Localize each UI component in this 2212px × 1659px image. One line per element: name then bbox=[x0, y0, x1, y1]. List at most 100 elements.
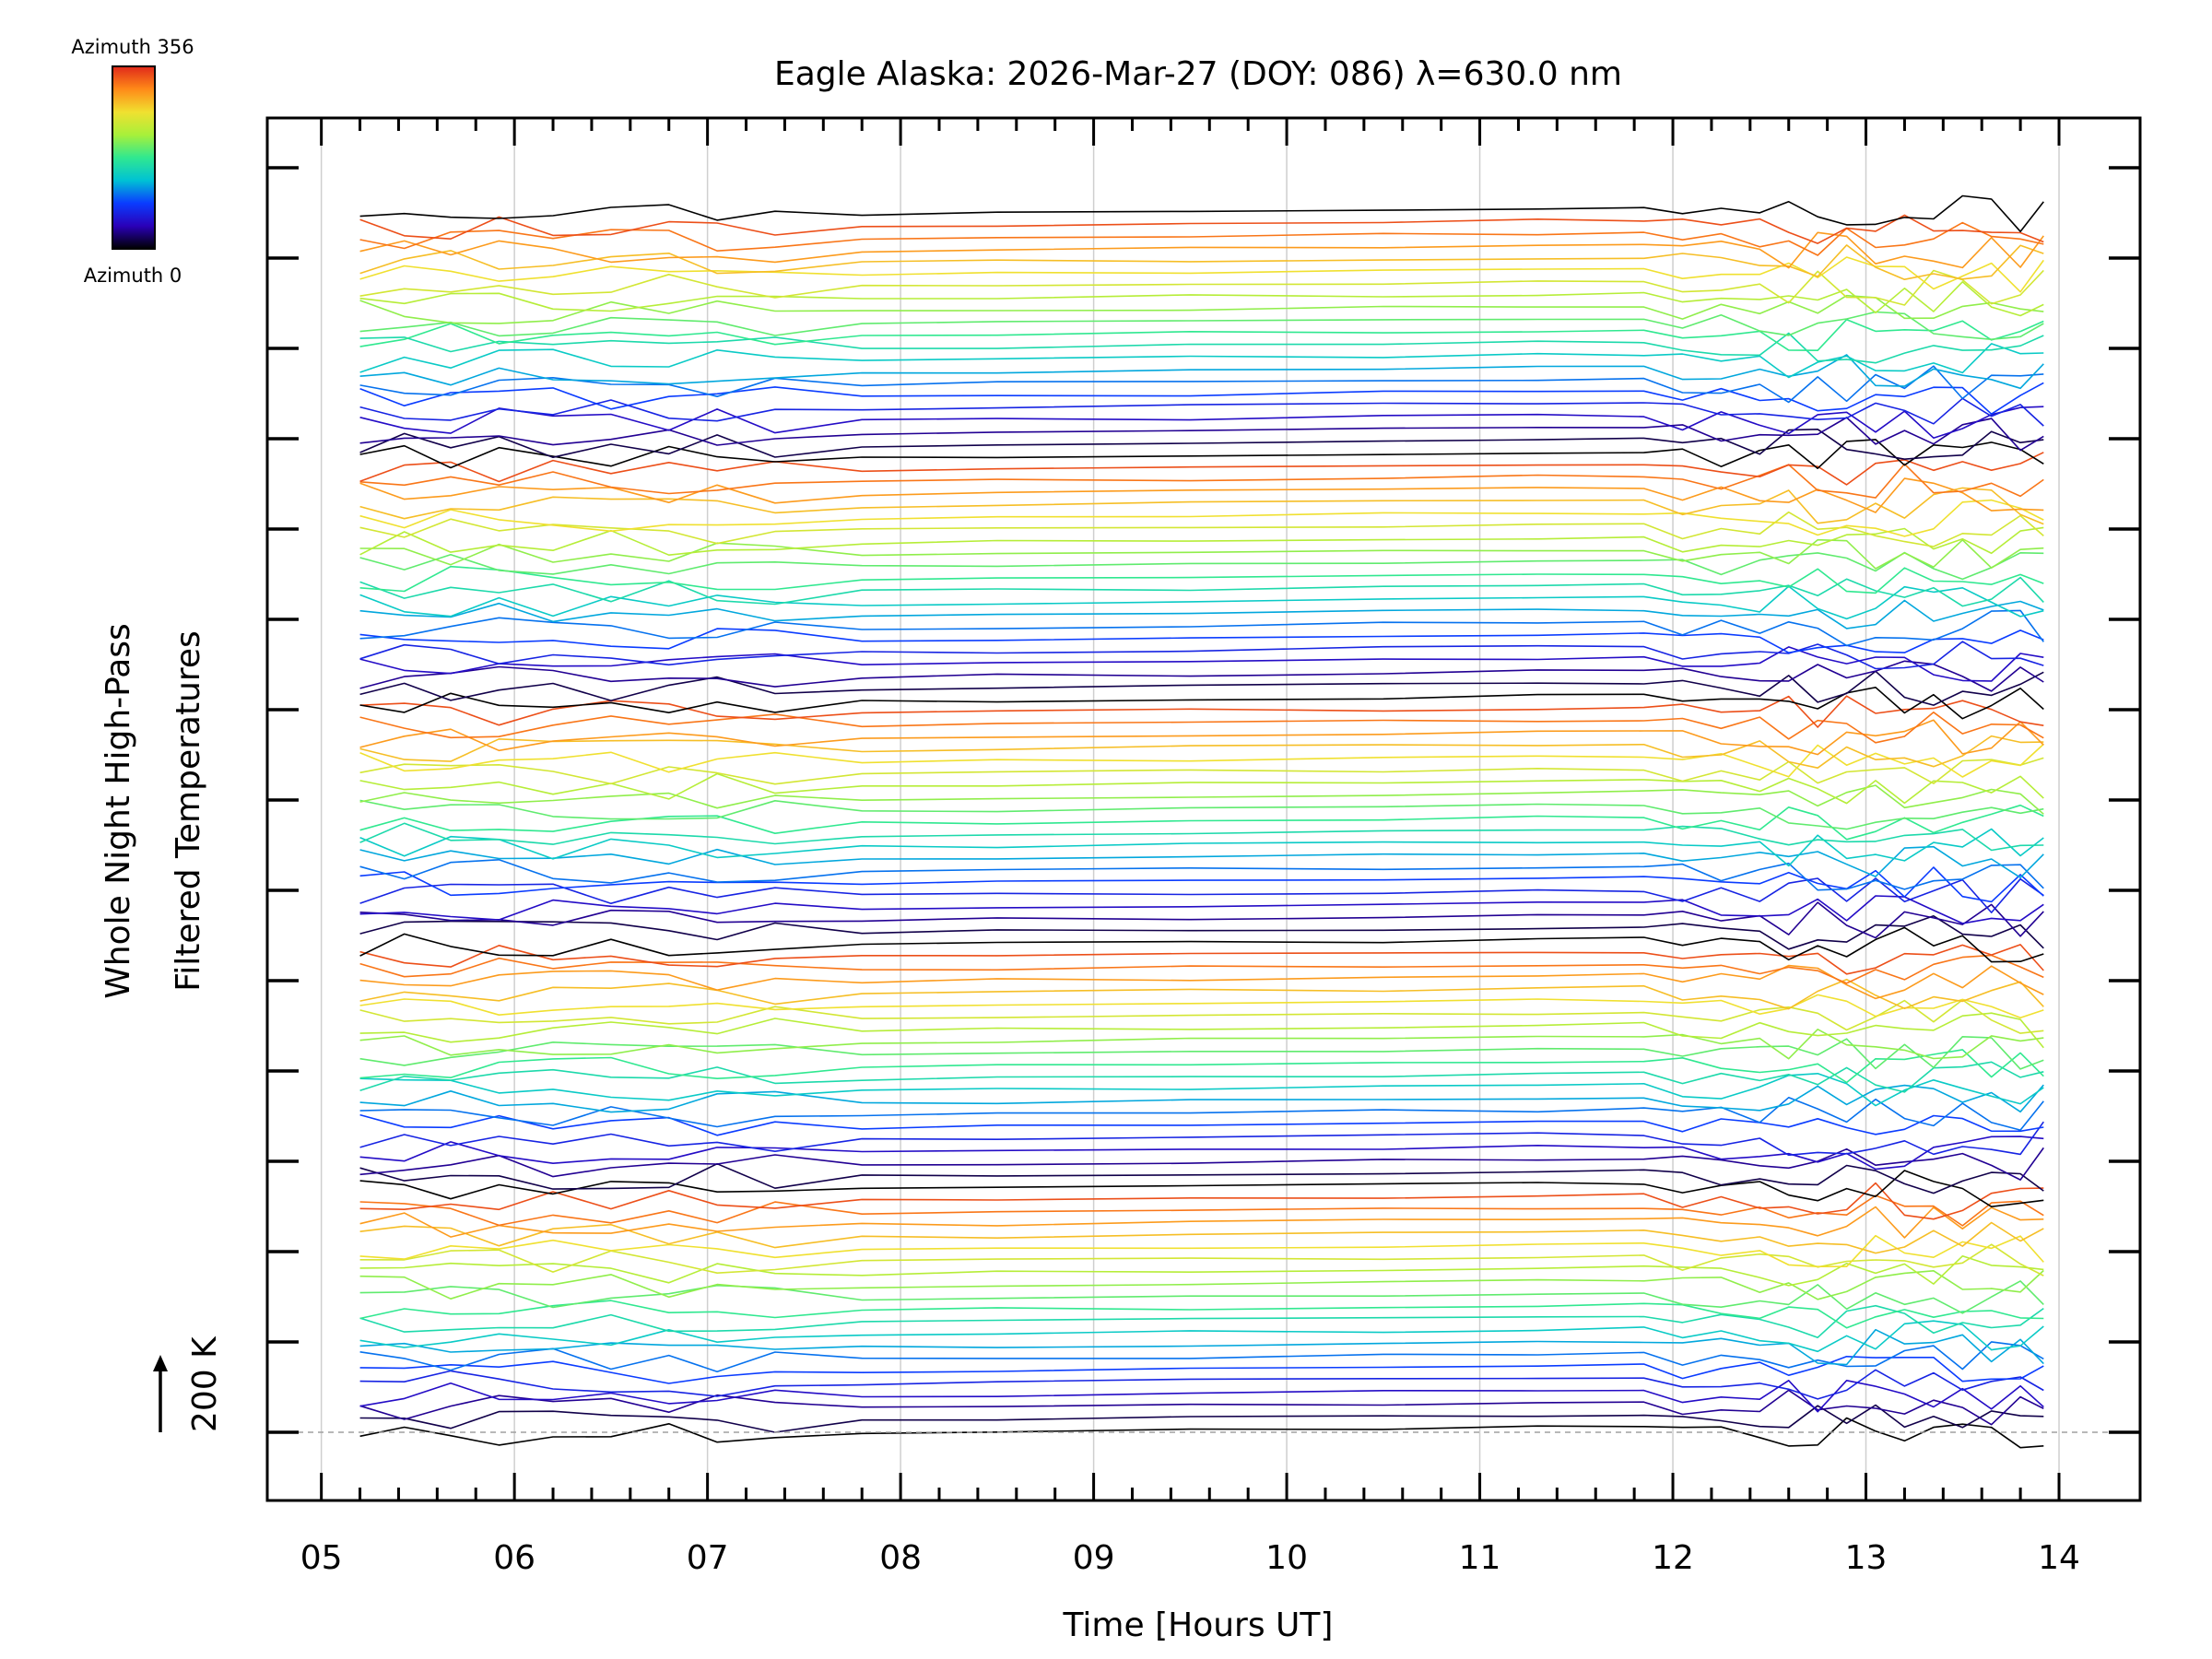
temperature-series-line bbox=[359, 641, 2044, 670]
temperature-series-line bbox=[359, 1084, 2044, 1113]
temperature-series-line bbox=[359, 318, 2044, 351]
temperature-series-line bbox=[359, 670, 2044, 706]
temperature-series-line bbox=[359, 877, 2044, 913]
temperature-series-line bbox=[359, 1389, 2044, 1426]
temperature-series-line bbox=[359, 1029, 2044, 1060]
x-tick-label: 10 bbox=[1265, 1539, 1308, 1577]
temperature-series-line bbox=[359, 576, 2044, 607]
x-axis-title: Time [Hours UT] bbox=[1063, 1606, 1334, 1644]
temperature-series-line bbox=[359, 926, 2044, 963]
temperature-series-line bbox=[359, 712, 2044, 744]
temperature-series-line bbox=[359, 1280, 2044, 1314]
x-axis-ticks bbox=[320, 118, 2061, 1500]
temperature-series-line bbox=[359, 439, 2044, 469]
x-tick-label: 09 bbox=[1073, 1539, 1115, 1577]
colorbar-bottom-label: Azimuth 0 bbox=[84, 265, 182, 287]
temperature-series-line bbox=[359, 994, 2044, 1019]
temperature-series-line bbox=[359, 628, 2044, 653]
temperature-series-line bbox=[359, 382, 2044, 415]
temperature-series-line bbox=[359, 599, 2044, 629]
temperature-series-line bbox=[359, 804, 2044, 841]
temperature-series-line bbox=[359, 828, 2044, 867]
temperature-series-line bbox=[359, 1328, 2044, 1366]
temperature-series-line bbox=[359, 954, 2044, 984]
temperature-series-line bbox=[359, 1097, 2044, 1131]
temperature-series-line bbox=[359, 585, 2044, 620]
scale-label: 200 K bbox=[186, 1335, 224, 1432]
temperature-series-line bbox=[359, 365, 2044, 404]
chart-title: Eagle Alaska: 2026-Mar-27 (DOY: 086) λ=6… bbox=[774, 55, 1622, 93]
temperature-series-line bbox=[359, 343, 2044, 379]
temperature-series-line bbox=[359, 895, 2044, 924]
temperature-series-line bbox=[359, 1036, 2044, 1070]
temperature-series-line bbox=[359, 269, 2044, 306]
x-axis-tick-labels: 05 06 07 08 09 10 11 12 13 14 bbox=[300, 1539, 2080, 1577]
temperature-series-line bbox=[359, 1147, 2044, 1181]
y-axis-ticks bbox=[267, 166, 2140, 1434]
x-tick-label: 11 bbox=[1459, 1539, 1501, 1577]
temperature-series-line bbox=[359, 1304, 2044, 1338]
azimuth-colorbar: Azimuth 356 Azimuth 0 bbox=[71, 36, 194, 287]
temperature-series-line bbox=[359, 406, 2044, 439]
temperature-series-line bbox=[359, 1012, 2044, 1049]
temperature-series-line bbox=[359, 214, 2044, 244]
temperature-series-line bbox=[359, 417, 2044, 452]
temperature-series-line bbox=[359, 1380, 2044, 1413]
temperature-series-line bbox=[359, 743, 2044, 778]
temperature-series-line bbox=[359, 487, 2044, 525]
temperature-series-line bbox=[359, 281, 2044, 317]
temperature-series-line bbox=[359, 294, 2044, 324]
temperature-series-line bbox=[359, 719, 2044, 756]
temperature-series-line bbox=[359, 784, 2044, 815]
temperature-series-line bbox=[359, 660, 2044, 692]
temperature-series-line bbox=[359, 757, 2044, 785]
temperature-series-line bbox=[359, 1269, 2044, 1300]
temperature-series-line bbox=[359, 799, 2044, 830]
temperature-series bbox=[359, 194, 2044, 1449]
temperature-series-line bbox=[359, 551, 2044, 581]
temperature-series-line bbox=[359, 565, 2044, 594]
y-axis-title-line1: Whole Night High-Pass bbox=[100, 623, 137, 999]
temperature-series-line bbox=[359, 1234, 2044, 1267]
temperature-series-line bbox=[359, 332, 2044, 364]
temperature-series-line bbox=[359, 397, 2044, 427]
temperature-series-line bbox=[359, 1320, 2044, 1353]
scale-arrow-head bbox=[153, 1355, 168, 1371]
temperature-series-line bbox=[359, 1300, 2044, 1329]
temperature-series-line bbox=[359, 526, 2044, 556]
temperature-series-line bbox=[359, 1061, 2044, 1093]
temperature-series-line bbox=[359, 1417, 2044, 1449]
temperature-series-line bbox=[359, 452, 2044, 486]
temperature-series-line bbox=[359, 915, 2044, 950]
colorbar-gradient bbox=[112, 65, 156, 250]
temperature-series-line bbox=[359, 944, 2044, 975]
temperature-series-line bbox=[359, 477, 2044, 513]
temperature-series-line bbox=[359, 1255, 2044, 1287]
temperature-series-line bbox=[359, 538, 2044, 570]
temperature-series-line bbox=[359, 1121, 2044, 1157]
temperature-series-line bbox=[359, 221, 2044, 256]
temperature-series-line bbox=[359, 1113, 2044, 1136]
temperature-series-line bbox=[359, 1194, 2044, 1227]
temperature-series-line bbox=[359, 822, 2044, 852]
temperature-series-line bbox=[359, 978, 2044, 1010]
x-tick-label: 13 bbox=[1845, 1539, 1888, 1577]
temperature-series-line bbox=[359, 429, 2044, 460]
temperature-series-line bbox=[359, 1073, 2044, 1107]
colorbar-top-label: Azimuth 356 bbox=[71, 36, 194, 58]
temperature-series-line bbox=[359, 609, 2044, 647]
y-axis-title-line2: Filtered Temperatures bbox=[170, 630, 207, 992]
temperature-series-line bbox=[359, 1206, 2044, 1239]
temperature-series-line bbox=[359, 511, 2044, 547]
temperature-series-line bbox=[359, 1369, 2044, 1400]
temperature-series-line bbox=[359, 901, 2044, 939]
temperature-series-line bbox=[359, 1135, 2044, 1171]
x-tick-label: 12 bbox=[1652, 1539, 1694, 1577]
temperature-series-line bbox=[359, 1162, 2044, 1194]
x-tick-label: 14 bbox=[2038, 1539, 2080, 1577]
temperature-series-line bbox=[359, 354, 2044, 390]
x-tick-label: 07 bbox=[687, 1539, 729, 1577]
temperature-series-line bbox=[359, 1404, 2044, 1433]
temperature-series-line bbox=[359, 845, 2044, 878]
